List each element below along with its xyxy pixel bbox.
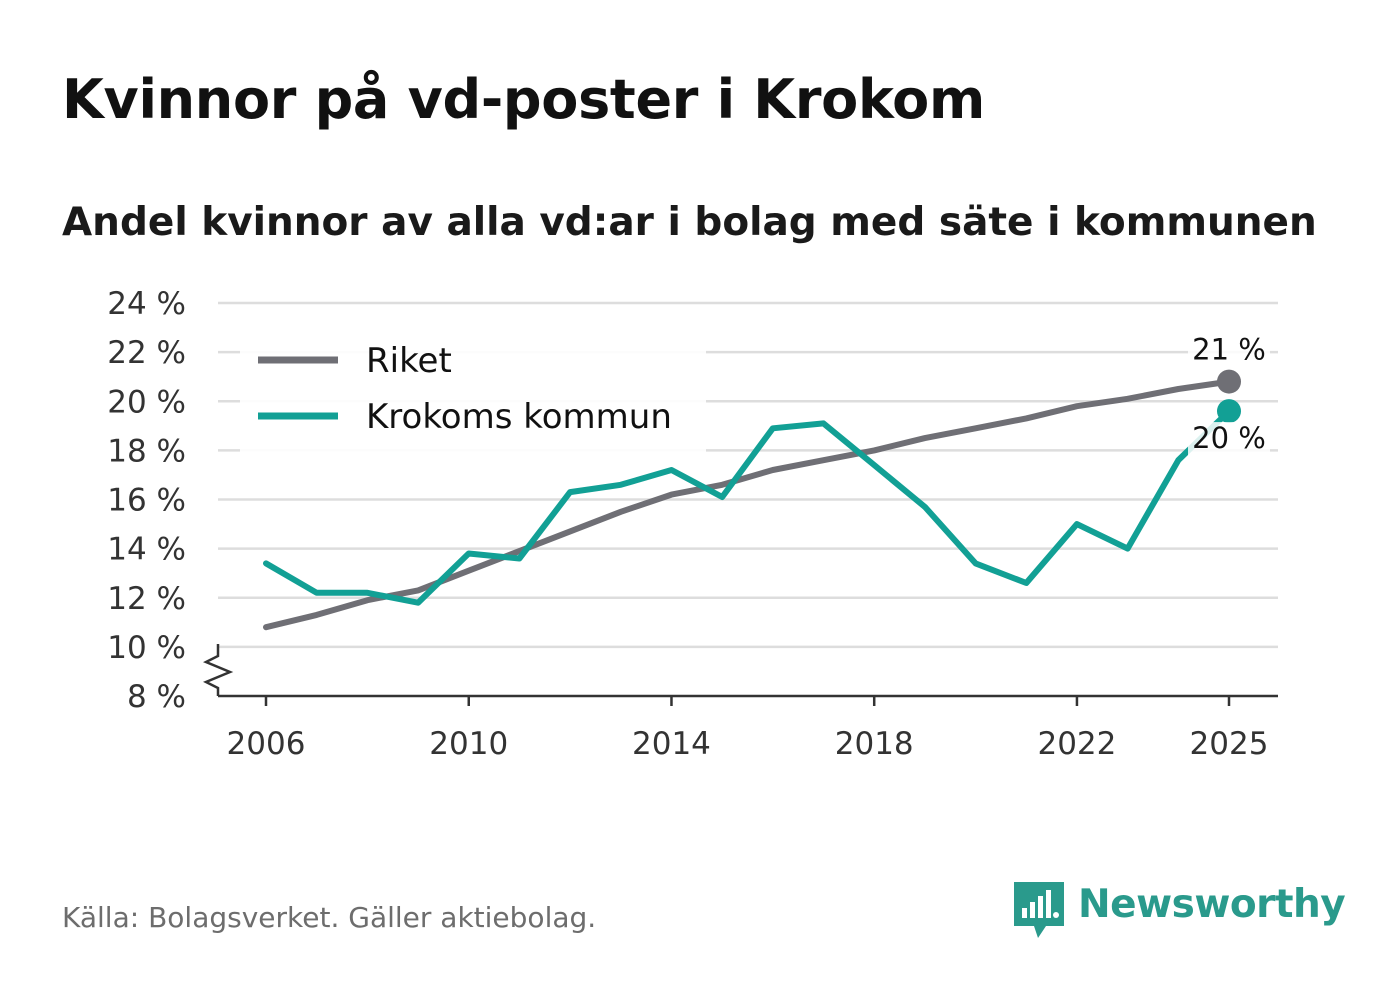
end-point-krokom: [1217, 399, 1241, 424]
x-tick-label: 2010: [429, 726, 508, 762]
newsworthy-logo-icon: [1014, 882, 1064, 938]
series-line-riket: [263, 378, 1232, 631]
y-tick-label: 8 %: [127, 679, 186, 715]
x-tick-label: 2018: [835, 726, 914, 762]
axes: 8 % 10 % 12 % 14 % 16 % 18 % 20 % 22 % 24 % 2006 2…: [107, 286, 1278, 762]
y-tick-label: 16 %: [107, 483, 186, 519]
chart-title: Kvinnor på vd-poster i Krokom: [62, 68, 985, 131]
brand-logo: Newsworthy: [1012, 880, 1346, 942]
end-label-riket: 21 %: [1192, 333, 1266, 367]
brand-name: Newsworthy: [1078, 882, 1346, 927]
legend-label-riket: Riket: [366, 341, 452, 381]
line-chart: 8 % 10 % 12 % 14 % 16 % 18 % 20 % 22 % 24 % 2006 2…: [107, 286, 1278, 762]
end-labels: 21 % 20 %: [1188, 333, 1270, 457]
y-tick-label: 12 %: [107, 581, 186, 617]
legend-background: [240, 330, 706, 452]
series-line-krokom: [263, 408, 1232, 606]
y-tick-label: 20 %: [107, 384, 186, 420]
x-tick-label: 2022: [1037, 726, 1116, 762]
series-lines: [263, 378, 1232, 631]
legend: Riket Krokoms kommun: [240, 330, 706, 452]
end-label-krokom: 20 %: [1192, 421, 1266, 455]
chart-subtitle: Andel kvinnor av alla vd:ar i bolag med …: [62, 200, 1317, 245]
source-note: Källa: Bolagsverket. Gäller aktiebolag.: [62, 901, 597, 934]
x-tick-label: 2014: [632, 726, 711, 762]
y-tick-label: 18 %: [107, 433, 186, 469]
legend-label-krokom: Krokoms kommun: [366, 397, 672, 437]
x-tick-label: 2025: [1190, 726, 1269, 762]
y-axis-break: [202, 644, 234, 696]
x-tick-label: 2006: [227, 726, 306, 762]
y-tick-label: 22 %: [107, 335, 186, 371]
end-label-bg: [1188, 422, 1270, 457]
y-tick-label: 14 %: [107, 532, 186, 568]
y-tick-label: 10 %: [107, 630, 186, 666]
end-label-bg: [1188, 333, 1270, 368]
y-tick-label: 24 %: [107, 286, 186, 322]
end-point-riket: [1217, 369, 1241, 394]
